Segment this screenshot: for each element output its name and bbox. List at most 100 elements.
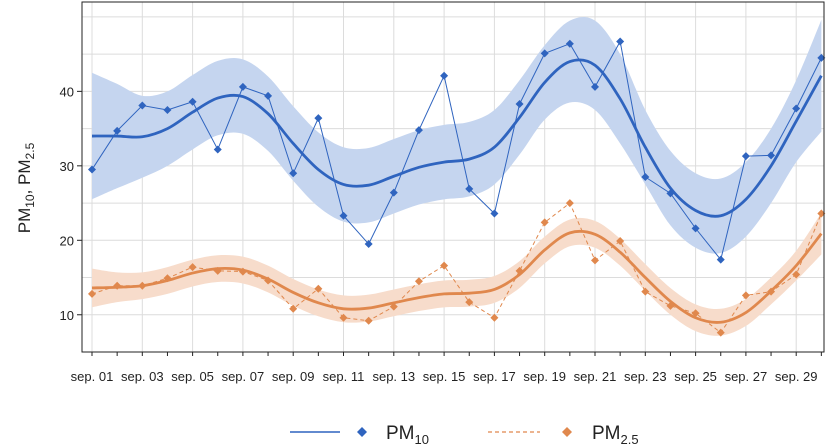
pm25-point [339, 313, 348, 322]
x-tick-label: sep. 07 [222, 369, 265, 384]
pm10-trend-line [91, 58, 823, 218]
y-axis-title-pm25-sub: 2.5 [23, 142, 37, 159]
pm10-point [741, 152, 750, 161]
y-tick-label: 10 [60, 308, 74, 323]
pm10-point [591, 82, 599, 91]
y-axis-title-pm25: PM [15, 159, 34, 185]
pm25-point [490, 313, 499, 322]
pm10-point [163, 105, 172, 114]
pm25-point [213, 266, 222, 275]
legend: PM10 PM2.5 [290, 423, 639, 447]
y-axis-title-pm10-sub: 10 [23, 194, 37, 208]
x-tick-label: sep. 25 [674, 369, 717, 384]
pm10-point [565, 39, 574, 48]
pm10-point [113, 126, 122, 135]
x-tick-label: sep. 01 [71, 369, 114, 384]
x-tick-label: sep. 27 [725, 369, 768, 384]
pm25-point [741, 291, 750, 300]
pm10-point [213, 145, 222, 154]
x-tick-label: sep. 19 [523, 369, 566, 384]
pm10-point [515, 100, 524, 109]
pm25-trend-line [91, 229, 823, 324]
y-axis-title: PM10, PM2.5 [15, 142, 37, 233]
pm10-confidence-band [92, 16, 822, 254]
legend-pm10-name: PM [386, 423, 415, 444]
legend-pm25-name: PM [592, 423, 621, 444]
pm10-point [641, 173, 650, 181]
pm25-point [414, 277, 423, 286]
pm25-confidence-band [92, 212, 822, 336]
pm25-point [691, 309, 700, 318]
pm25-point [716, 328, 725, 337]
pm10-point [289, 169, 298, 178]
pm25-point [188, 263, 197, 272]
x-tick-label: sep. 09 [272, 369, 315, 384]
x-tick-label: sep. 17 [473, 369, 516, 384]
pm25-point [389, 302, 398, 311]
pm25-point [289, 304, 298, 313]
pm25-point [666, 301, 675, 310]
pm25-point [163, 274, 172, 283]
pm10-point [440, 71, 449, 80]
pm10-point [364, 240, 373, 249]
pm10-point [691, 224, 700, 233]
pm10-point [792, 104, 801, 113]
pm10-point [238, 82, 247, 91]
legend-pm10-sub: 10 [415, 432, 429, 447]
pm10-point [88, 165, 96, 174]
pm10-point [414, 126, 423, 135]
y-tick-label: 30 [60, 159, 74, 174]
pm25-point [88, 289, 96, 298]
pm25-point [540, 218, 549, 227]
pm10-point [490, 209, 499, 218]
x-tick-label: sep. 05 [171, 369, 214, 384]
y-axis-title-sep: , [15, 185, 34, 194]
pm25-point [591, 256, 599, 265]
pm25-point [113, 281, 122, 290]
legend-pm25-marker [562, 427, 572, 437]
pm25-point [238, 267, 247, 276]
pm10-point [138, 101, 147, 110]
y-axis-title-pm10: PM [15, 208, 34, 234]
axes: 10 20 30 40 sep. 01 sep. 03 sep. 05 sep. 07 sep.… [60, 2, 822, 384]
pm10-point [716, 255, 725, 264]
pm25-point [515, 266, 524, 275]
pm25-point [565, 199, 574, 208]
pm25-point [440, 261, 449, 270]
pm10-point [389, 188, 398, 197]
legend-pm25-sub: 2.5 [621, 432, 639, 447]
y-tick-label: 20 [60, 233, 74, 248]
legend-pm10-label: PM10 [386, 423, 429, 447]
pm10-point [264, 91, 273, 100]
pm25-point [138, 281, 147, 290]
pm25-point [767, 287, 776, 296]
pm10-point [339, 211, 348, 220]
pm10-point [540, 49, 549, 58]
x-tick-label: sep. 13 [372, 369, 415, 384]
pm25-point [792, 270, 801, 279]
pm25-point [314, 284, 323, 293]
pm10-point [666, 189, 675, 198]
x-tick-label: sep. 21 [574, 369, 617, 384]
pm25-point [641, 287, 650, 296]
x-tick-label: sep. 23 [624, 369, 667, 384]
x-tick-label: sep. 15 [423, 369, 466, 384]
pm25-point [616, 237, 625, 246]
pm10-point [188, 97, 197, 106]
x-tick-label: sep. 29 [775, 369, 818, 384]
pm25-point [817, 209, 826, 218]
confidence-bands [92, 16, 822, 336]
pm10-point [767, 151, 776, 160]
pm10-point [314, 114, 323, 123]
x-tick-label: sep. 03 [121, 369, 164, 384]
pm10-raw-line [91, 40, 822, 261]
pm25-point [264, 276, 273, 285]
pm10-point [465, 184, 474, 193]
pm10-point [616, 37, 625, 46]
y-tick-label: 40 [60, 84, 74, 99]
x-tick-label: sep. 11 [323, 369, 365, 384]
pm25-point [465, 298, 474, 307]
series-lines [91, 40, 823, 334]
legend-pm25-label: PM2.5 [592, 423, 639, 447]
